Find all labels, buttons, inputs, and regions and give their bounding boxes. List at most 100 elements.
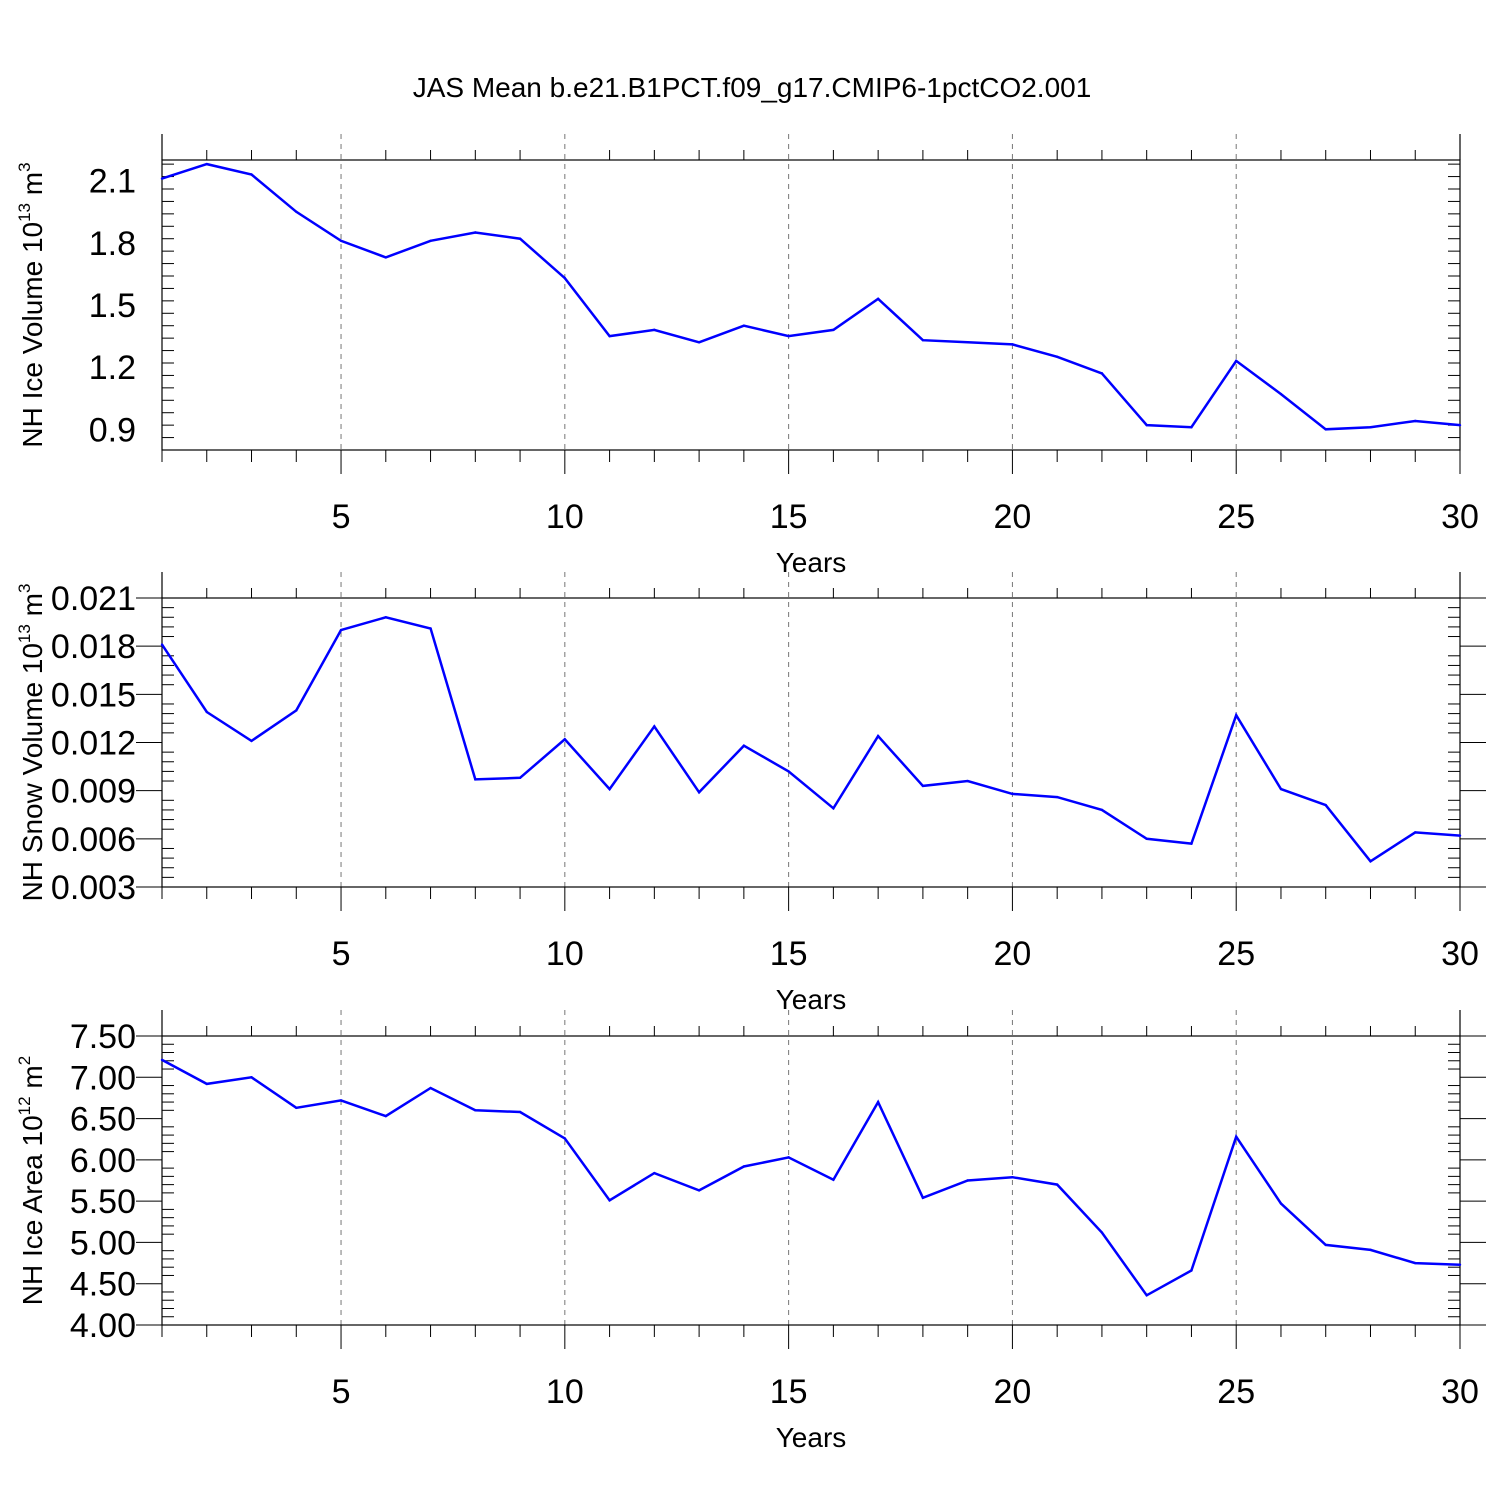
y-tick-label: 2.1 (89, 163, 136, 201)
series-line (161, 162, 1461, 431)
data-point (1145, 1294, 1148, 1297)
data-point (1369, 1248, 1372, 1252)
y-axis-label-group: NH Snow Volume 1013 m3 (15, 584, 48, 902)
y-tick-label: 0.021 (51, 580, 136, 618)
data-point (1369, 860, 1372, 863)
data-point (1458, 834, 1462, 837)
y-tick-label: 7.50 (70, 1018, 136, 1056)
data-point (653, 725, 656, 728)
data-point (518, 1110, 522, 1114)
y-tick-label: 0.009 (51, 773, 136, 811)
data-point (876, 734, 880, 738)
x-tick-label: 20 (993, 1373, 1031, 1411)
data-point (429, 239, 432, 242)
data-point (921, 339, 925, 342)
data-point (966, 341, 969, 344)
data-point (563, 1137, 567, 1140)
data-point (1369, 426, 1372, 429)
y-tick-label: 1.2 (89, 349, 136, 387)
data-point (921, 1196, 925, 1200)
y-tick-label: 0.015 (51, 676, 136, 714)
x-tick-label: 15 (770, 1373, 808, 1411)
data-point (205, 162, 208, 166)
data-point (1190, 426, 1193, 429)
plot-frame (161, 159, 1461, 451)
data-point (250, 739, 253, 743)
data-point (876, 297, 880, 300)
x-axis-label: Years (776, 984, 847, 1015)
data-point (608, 787, 611, 791)
data-point (250, 1076, 253, 1079)
chart-panel-2: 5 10 15 20 25 30 Years 0.003 0.006 0.009 0.012 0.01… (15, 572, 1486, 1015)
chart-panel-3: 5 10 15 20 25 30 Years 4.004.50 5.005.506.006.50… (15, 1010, 1486, 1453)
data-point (832, 328, 835, 332)
y-axis-label: NH Ice Volume 1013 m3 (15, 162, 48, 447)
y-tick-label: 0.012 (51, 725, 136, 763)
data-point (608, 334, 611, 338)
data-point (742, 744, 746, 747)
x-tick-label: 15 (770, 498, 808, 536)
data-point (1145, 837, 1148, 841)
data-point (787, 1156, 790, 1159)
data-point (384, 1114, 387, 1118)
figure-title: JAS Mean b.e21.B1PCT.f09_g17.CMIP6-1pctC… (413, 72, 1092, 103)
data-point (1100, 372, 1104, 375)
data-point (1145, 423, 1148, 427)
data-point (295, 1106, 298, 1110)
data-point (160, 643, 164, 646)
y-axis-label: NH Snow Volume 1013 m3 (15, 584, 48, 902)
data-point (1279, 787, 1283, 791)
y-tick-label: 5.00 (70, 1224, 136, 1262)
y-tick-label: 5.50 (70, 1183, 136, 1221)
data-point (1190, 1269, 1193, 1272)
data-point (1279, 1202, 1283, 1205)
y-tick-label: 0.006 (51, 821, 136, 859)
data-point (1055, 1183, 1059, 1186)
data-point (1458, 423, 1462, 427)
series-line (161, 1058, 1461, 1297)
data-point (697, 791, 701, 794)
data-point (742, 1165, 746, 1168)
x-axis-label: Years (776, 1422, 847, 1453)
data-point (1011, 343, 1014, 346)
x-axis-label: Years (776, 547, 847, 578)
data-point (697, 1189, 701, 1192)
x-tick-label: 20 (993, 935, 1031, 973)
data-point (921, 784, 925, 788)
data-point (1011, 1175, 1014, 1179)
data-point (787, 770, 790, 773)
data-point (966, 779, 969, 783)
data-point (876, 1100, 880, 1104)
data-point (1414, 419, 1417, 423)
data-point (1414, 1261, 1417, 1265)
x-tick-label: 5 (332, 1373, 351, 1411)
y-axis-label-group: NH Ice Area 1012 m2 (15, 1056, 48, 1305)
data-point (339, 239, 343, 242)
data-point (474, 231, 477, 234)
x-tick-label: 15 (770, 935, 808, 973)
plot-frame (161, 1035, 1461, 1326)
data-point (1100, 1231, 1104, 1234)
data-point (474, 1109, 477, 1112)
data-point (1100, 808, 1104, 812)
data-point (787, 334, 790, 338)
data-point (160, 177, 164, 180)
data-point (295, 709, 298, 712)
y-axis-label-group: NH Ice Volume 1013 m3 (15, 162, 48, 447)
data-point (474, 778, 477, 781)
data-point (653, 1171, 656, 1175)
data-point (966, 1179, 969, 1182)
data-point (429, 627, 432, 630)
y-tick-label: 7.00 (70, 1059, 136, 1097)
data-point (1324, 428, 1327, 431)
data-point (160, 1058, 164, 1062)
data-point (429, 1086, 432, 1090)
y-tick-label: 6.00 (70, 1142, 136, 1180)
x-tick-label: 25 (1217, 935, 1255, 973)
data-point (1235, 359, 1238, 363)
data-point (384, 616, 387, 619)
x-tick-label: 30 (1441, 498, 1479, 536)
y-tick-label: 0.018 (51, 628, 136, 666)
x-tick-label: 10 (546, 935, 584, 973)
